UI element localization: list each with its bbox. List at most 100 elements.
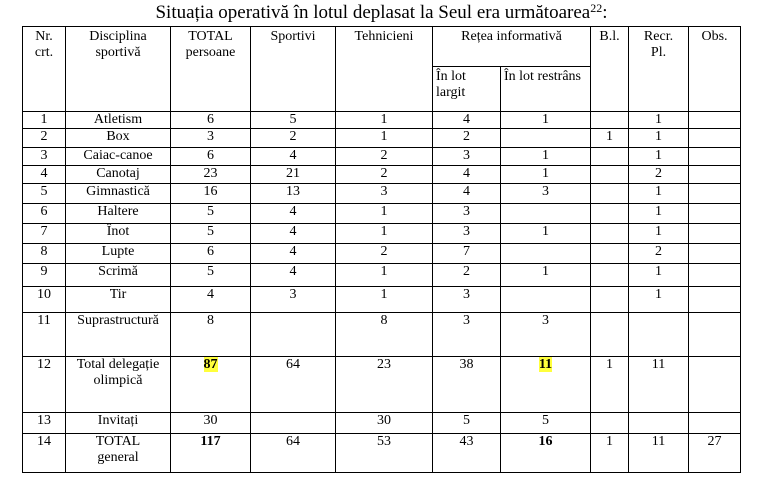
table-cell: 27 xyxy=(688,433,741,473)
table-cell xyxy=(590,111,629,129)
heading-text: Situația operativă în lotul deplasat la … xyxy=(155,2,591,23)
table-cell: 9 xyxy=(22,263,66,287)
table-cell: 1 xyxy=(335,223,433,244)
header-cell: B.l. xyxy=(590,26,629,112)
table-cell xyxy=(250,412,336,434)
table-cell xyxy=(628,312,689,357)
table-cell: 5 xyxy=(250,111,336,129)
table-cell xyxy=(590,147,629,166)
table-cell: 30 xyxy=(170,412,251,434)
table-cell: TOTAL general xyxy=(65,433,171,473)
table-cell: 1 xyxy=(628,111,689,129)
table-cell: 4 xyxy=(432,111,501,129)
header-cell: Recr. Pl. xyxy=(628,26,689,112)
table-cell: 1 xyxy=(500,223,591,244)
table-cell: 1 xyxy=(335,128,433,148)
table-cell: 2 xyxy=(432,128,501,148)
table-cell: 1 xyxy=(22,111,66,129)
table-cell: Atletism xyxy=(65,111,171,129)
table-cell: 11 xyxy=(500,356,591,413)
table-cell: 8 xyxy=(22,243,66,264)
table-cell: 4 xyxy=(250,263,336,287)
table-cell: 87 xyxy=(170,356,251,413)
table-cell: 6 xyxy=(170,147,251,166)
table-cell: 1 xyxy=(335,203,433,224)
table-cell: 11 xyxy=(628,433,689,473)
table-cell xyxy=(628,412,689,434)
table-cell: 4 xyxy=(250,203,336,224)
table-cell: 12 xyxy=(22,356,66,413)
heading-colon: : xyxy=(602,2,608,23)
table-cell xyxy=(688,203,741,224)
table-cell: Lupte xyxy=(65,243,171,264)
table-cell: 5 xyxy=(22,183,66,204)
header-cell: Tehnicieni xyxy=(335,26,433,112)
header-cell: Nr. crt. xyxy=(22,26,66,112)
table-cell: 14 xyxy=(22,433,66,473)
table-cell xyxy=(590,183,629,204)
table-cell: Gimnastică xyxy=(65,183,171,204)
table-cell: 2 xyxy=(628,243,689,264)
table-cell: Scrimă xyxy=(65,263,171,287)
table-cell: Tir xyxy=(65,286,171,313)
header-cell: Obs. xyxy=(688,26,741,112)
table-cell: 3 xyxy=(500,312,591,357)
table-cell: 2 xyxy=(628,165,689,184)
table-cell: 64 xyxy=(250,433,336,473)
table-cell: 1 xyxy=(500,165,591,184)
table-cell xyxy=(590,223,629,244)
table-row: 9 Scrimă 5 4 1 2 1 1 xyxy=(22,263,741,287)
table-cell: 1 xyxy=(500,111,591,129)
table-cell xyxy=(688,286,741,313)
subheader-cell: În lot restrâns xyxy=(500,66,591,112)
table-cell: 4 xyxy=(432,165,501,184)
table-cell xyxy=(590,263,629,287)
table-cell xyxy=(590,165,629,184)
table-cell: 23 xyxy=(335,356,433,413)
table-cell: Caiac-canoe xyxy=(65,147,171,166)
table-cell: 117 xyxy=(170,433,251,473)
table-cell: 10 xyxy=(22,286,66,313)
table-cell xyxy=(688,223,741,244)
cell-text: 117 xyxy=(200,434,221,450)
table-cell: 1 xyxy=(335,263,433,287)
table-cell: 3 xyxy=(170,128,251,148)
table-cell: 21 xyxy=(250,165,336,184)
heading: Situația operativă în lotul deplasat la … xyxy=(0,2,763,24)
table-cell xyxy=(250,312,336,357)
table-cell: 5 xyxy=(432,412,501,434)
table-cell: 1 xyxy=(590,433,629,473)
table-cell xyxy=(688,356,741,413)
table-row: 7 Înot 5 4 1 3 1 1 xyxy=(22,223,741,244)
table-cell: 5 xyxy=(170,203,251,224)
table-cell: 3 xyxy=(432,312,501,357)
table-cell: 38 xyxy=(432,356,501,413)
table-cell: 53 xyxy=(335,433,433,473)
table-row: 10 Tir 4 3 1 3 1 xyxy=(22,286,741,313)
table-row: 3 Caiac-canoe 6 4 2 3 1 1 xyxy=(22,147,741,166)
table-cell: 11 xyxy=(628,356,689,413)
table-cell: 13 xyxy=(250,183,336,204)
table-cell: 16 xyxy=(500,433,591,473)
table-cell xyxy=(688,312,741,357)
table-cell: 1 xyxy=(590,128,629,148)
table-cell xyxy=(590,243,629,264)
table-cell: 3 xyxy=(432,147,501,166)
table-cell: Înot xyxy=(65,223,171,244)
table-cell: 2 xyxy=(250,128,336,148)
table-cell: 16 xyxy=(170,183,251,204)
table-cell xyxy=(590,312,629,357)
table-cell xyxy=(688,165,741,184)
table-cell: 3 xyxy=(22,147,66,166)
table-cell: 1 xyxy=(335,111,433,129)
footnote-ref: 22 xyxy=(590,1,603,15)
table-row: 12 Total delegație olimpică 87 64 23 38 11 1 11 xyxy=(22,356,741,413)
cell-text: 11 xyxy=(538,357,553,372)
table-cell: 1 xyxy=(628,183,689,204)
table-cell xyxy=(500,128,591,148)
table-cell: 8 xyxy=(170,312,251,357)
table-cell: 2 xyxy=(335,147,433,166)
table-cell: 5 xyxy=(500,412,591,434)
table-cell xyxy=(688,183,741,204)
